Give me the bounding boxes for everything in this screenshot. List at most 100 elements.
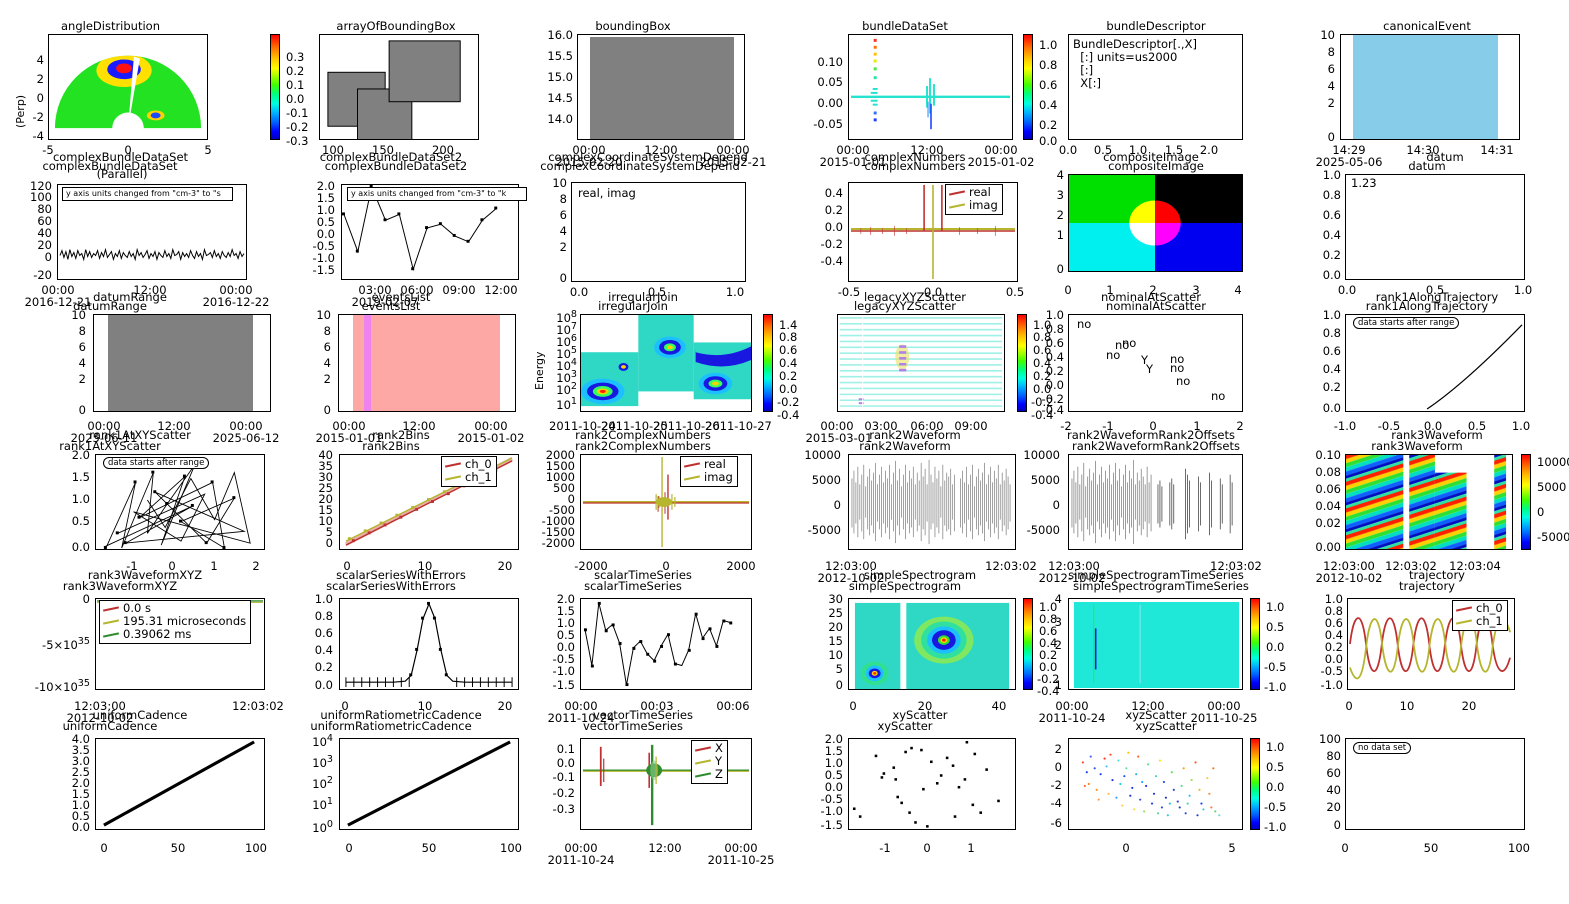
plot-eventsList[interactable]: eventsList 10 8 6 4 2 0 00:00 12:00 00:0… xyxy=(261,300,525,445)
colorbar[interactable] xyxy=(270,34,280,140)
plot-area[interactable] xyxy=(848,598,1016,690)
plot-area[interactable] xyxy=(1068,738,1243,830)
ytick-label: 30 xyxy=(828,592,843,606)
plot-boundingBox[interactable]: boundingBox 16.0 15.5 15.0 14.5 14.0 00:… xyxy=(523,20,785,169)
plot-xyzScatter[interactable]: xyzScatter xyxy=(1046,720,1308,894)
plot-datumRange[interactable]: datumRange 10 8 6 4 2 0 00:00 12:00 00:0… xyxy=(0,300,280,445)
plot-area[interactable] xyxy=(1345,314,1525,412)
plot-area[interactable] xyxy=(319,34,479,140)
plot-rank1AtXYScatter[interactable]: rank1AtXYScatter data starts after range… xyxy=(0,440,265,582)
plot-trajectory[interactable]: trajectory ch_0 ch_1 1.0 0.8 0.6 0.4 0.2… xyxy=(1307,580,1569,720)
plot-bundleDescriptor[interactable]: bundleDescriptor BundleDescriptor[.,X] [… xyxy=(1046,20,1308,164)
plot-area[interactable] xyxy=(580,598,752,690)
plot-canonicalEvent[interactable]: canonicalEvent 10 8 6 4 2 0 14:29 14:30 … xyxy=(1307,20,1569,168)
plot-complexCoordinateSystemDepend[interactable]: complexCoordinateSystemDepend real, imag… xyxy=(523,160,785,304)
legend-item[interactable]: 0.39062 ms xyxy=(102,628,246,641)
plot-area[interactable] xyxy=(1345,454,1513,550)
plot-area[interactable]: BundleDescriptor[.,X] [:] units=us2000 [… xyxy=(1068,34,1243,140)
plot-area[interactable] xyxy=(837,314,1005,412)
plot-area[interactable] xyxy=(339,738,519,830)
plot-rank3Waveform[interactable]: rank3Waveform 0.10 0.08 0.06 0.04 0.0 xyxy=(1307,440,1569,585)
legend-item[interactable]: X xyxy=(694,742,723,755)
legend-item[interactable]: real xyxy=(683,458,733,471)
plot-complexBundleDataSet[interactable]: complexBundleDataSet (Parallel) y axis u… xyxy=(0,160,270,309)
plot-area[interactable] xyxy=(95,454,265,550)
plot-area[interactable] xyxy=(338,314,516,412)
plot-area[interactable] xyxy=(1068,598,1243,690)
plot-area[interactable] xyxy=(580,314,752,412)
legend-item[interactable]: ch_1 xyxy=(444,471,492,484)
plot-legacyXYZScatter[interactable]: legacyXYZScatter xyxy=(785,300,1054,445)
plot-compositeImage[interactable]: compositeImage 4 3 2 1 0 0 1 2 3 4 nomin… xyxy=(1046,160,1308,304)
plot-rank2ComplexNumbers[interactable]: rank2ComplexNumbers real imag 2000 1500 … xyxy=(523,440,785,582)
colorbar[interactable] xyxy=(1023,598,1033,690)
plot-complexBundleDataSet2[interactable]: complexBundleDataSet2 y axis units chang… xyxy=(261,160,527,308)
xtick-label: -1 xyxy=(126,559,138,573)
plot-scalarSeriesWithErrors[interactable]: scalarSeriesWithErrors 1.0 0.8 0.6 0.4 0… xyxy=(261,580,523,722)
ytick-label: 0.0 xyxy=(71,820,90,834)
colorbar[interactable] xyxy=(1250,598,1260,690)
plot-area[interactable] xyxy=(95,738,265,830)
plot-area[interactable] xyxy=(848,34,1013,140)
plot-title: arrayOfBoundingBox xyxy=(336,19,456,33)
colorbar[interactable] xyxy=(1017,314,1027,412)
legend-item[interactable]: ch_0 xyxy=(1455,602,1503,615)
plot-rank3WaveformXYZ[interactable]: rank3WaveformXYZ 0.0 s 195.31 microsecon… xyxy=(0,580,284,725)
legend-item[interactable]: 195.31 microseconds xyxy=(102,615,246,628)
plot-area[interactable]: 1.23 xyxy=(1345,174,1525,280)
colorbar[interactable] xyxy=(763,314,773,412)
legend-item[interactable]: Y xyxy=(694,755,723,768)
legend[interactable]: ch_0 ch_1 xyxy=(1452,600,1508,631)
legend[interactable]: real imag xyxy=(945,184,1003,215)
legend[interactable]: real imag xyxy=(680,456,738,487)
plot-complexNumbers[interactable]: complexNumbers real imag 0.4 0.2 0.0 -0.… xyxy=(785,160,1047,304)
plot-irregularJoin[interactable]: irregularJoin Energy 108 107 xyxy=(523,300,799,442)
plot-angleDistribution[interactable]: angleDistribution (Perp) 4 2 0 -2 -4 xyxy=(0,20,308,164)
plot-simpleSpectrogram[interactable]: simpleSpectrogram 30 25 20 15 10 5 0 0 2… xyxy=(785,580,1059,722)
colorbar[interactable] xyxy=(1023,34,1033,140)
legend-item[interactable]: Z xyxy=(694,768,723,781)
plot-rank1AlongTrajectory[interactable]: rank1AlongTrajectory data starts after r… xyxy=(1307,300,1569,442)
legend-label: imag xyxy=(969,198,998,212)
ytick-label: 3.5 xyxy=(71,743,90,757)
ytick-label: 5 xyxy=(325,525,333,539)
plot-area[interactable] xyxy=(1340,34,1520,140)
legend-item[interactable]: ch_0 xyxy=(444,458,492,471)
colorbar[interactable] xyxy=(1250,738,1260,830)
plot-area[interactable] xyxy=(93,314,271,412)
plot-rank2Waveform[interactable]: rank2Waveform xyxy=(785,440,1047,585)
xtick-label: 12:03:00 xyxy=(1323,559,1375,573)
plot-area[interactable] xyxy=(48,34,208,140)
plot-area[interactable] xyxy=(1068,454,1243,550)
plot-area[interactable]: no no no no Y Y no no no no xyxy=(1068,314,1243,412)
plot-area[interactable] xyxy=(848,738,1016,830)
plot-uniformCadence[interactable]: uniformCadence 4.0 3.5 3.0 2.5 2.0 1.5 1… xyxy=(0,720,267,894)
plot-noDataSet[interactable]: no data set 100 80 60 40 20 0 0 50 100 xyxy=(1307,720,1569,894)
plot-area[interactable] xyxy=(339,598,519,690)
plot-bundleDataSet[interactable]: bundleDataSet xyxy=(785,20,1057,169)
colorbar[interactable] xyxy=(1521,454,1531,550)
legend[interactable]: ch_0 ch_1 xyxy=(441,456,497,487)
plot-rank2WaveformRank2Offsets[interactable]: rank2WaveformRank2Offsets xyxy=(1023,440,1308,585)
legend-item[interactable]: 0.0 s xyxy=(102,602,246,615)
plot-vectorTimeSeries[interactable]: vectorTimeSeries X Y Z 0.1 0.0 -0.1 -0.2… xyxy=(523,720,785,894)
legend[interactable]: 0.0 s 195.31 microseconds 0.39062 ms xyxy=(99,600,252,644)
plot-simpleSpectrogramTimeSeries[interactable]: simpleSpectrogramTimeSeries 4 3 2 1 00:0… xyxy=(1039,580,1308,725)
legend-item[interactable]: real xyxy=(948,186,998,199)
plot-nominalAtScatter[interactable]: nominalAtScatter no no no no Y Y no no n… xyxy=(1042,300,1308,442)
plot-area[interactable] xyxy=(1068,174,1243,272)
plot-area[interactable]: real, imag xyxy=(571,182,746,282)
ytick-label: 0 xyxy=(323,403,331,417)
plot-uniformRatiometricCadence[interactable]: uniformRatiometricCadence 104 103 102 10… xyxy=(261,720,523,894)
plot-rank2Bins[interactable]: rank2Bins ch_0 ch_1 40 35 xyxy=(261,440,523,582)
plot-datum[interactable]: datum 1.23 1.0 0.8 0.6 0.4 0.2 0.0 0.0 0… xyxy=(1307,160,1569,304)
legend-item[interactable]: imag xyxy=(948,198,998,212)
legend-item[interactable]: imag xyxy=(683,471,733,484)
plot-xyScatter[interactable]: xyScatter 2.0 1.5 1.0 0.5 xyxy=(785,720,1047,894)
plot-scalarTimeSeries[interactable]: scalarTimeSeries 2.0 1.5 1.0 0.5 0.0 -0.… xyxy=(523,580,785,724)
legend-item[interactable]: ch_1 xyxy=(1455,615,1503,628)
plot-area[interactable] xyxy=(848,454,1016,550)
plot-area[interactable] xyxy=(577,34,745,140)
legend[interactable]: X Y Z xyxy=(691,740,728,784)
plot-arrayOfBoundingBox[interactable]: arrayOfBoundingBox 100 150 200 complexBu… xyxy=(261,19,523,164)
